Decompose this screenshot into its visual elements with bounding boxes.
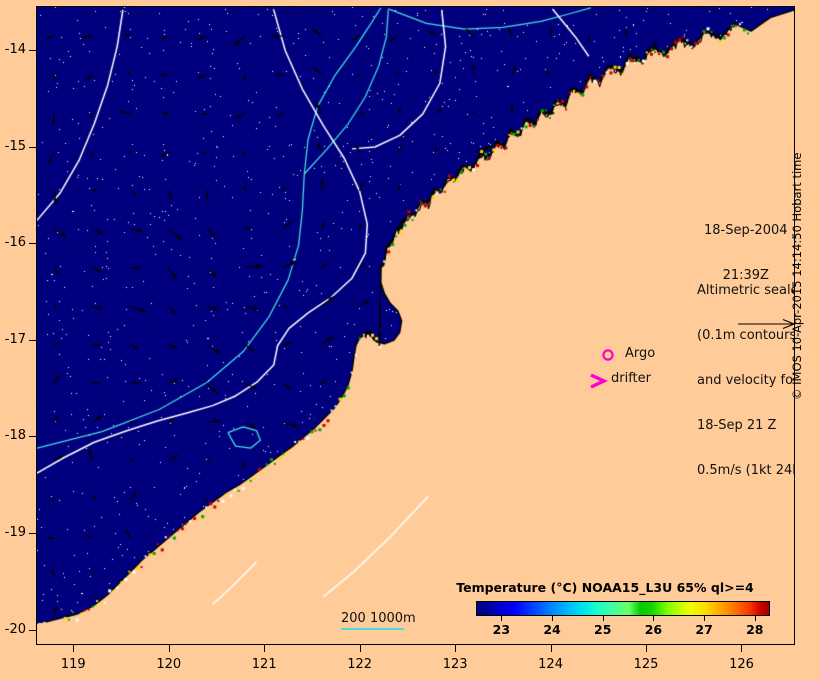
altimetry-line-3: 18-Sep 21 Z [697,418,777,433]
y-tick-label: -17 [4,331,26,347]
y-tick-mark [29,146,36,148]
x-tick-label: 122 [347,657,373,672]
colorbar-tick-label: 25 [594,622,612,637]
colorbar-tick [754,616,756,621]
argo-circle-icon [602,349,614,361]
copyright-notice: © IMOS 10-Apr-2015 14:14:50 Hobart time [790,152,804,400]
acquisition-timestamp: 18-Sep-2004 21:39Z [704,193,788,313]
sst-raster-canvas [37,7,794,644]
colorbar-tick-label: 24 [543,622,561,637]
colorbar-gradient [476,601,770,616]
altimetry-note: Altimetric sealevel (0.1m contours) and … [697,253,795,508]
x-tick-label: 123 [442,657,468,672]
colorbar-tick-label: 26 [644,622,663,637]
y-tick-label: -15 [4,138,26,154]
altimetry-line-1: (0.1m contours) [697,328,795,343]
x-tick-label: 121 [251,657,277,672]
colorbar-tick [501,616,503,621]
altimetry-line-2: and velocity for [697,373,795,388]
colorbar-tick-label: 28 [746,622,764,637]
y-tick-mark [29,243,36,245]
y-tick-label: -18 [4,428,26,444]
colorbar-tick [552,616,554,621]
x-tick-label: 124 [538,657,563,672]
y-tick-label: -16 [4,235,26,251]
altimetry-line-4: 0.5m/s (1kt 24h) [697,463,795,478]
velocity-scale-arrow-icon [738,318,794,330]
x-tick-label: 126 [729,657,754,672]
x-tick-label: 120 [156,657,182,672]
y-tick-mark [29,436,36,438]
colorbar-title: Temperature (°C) NOAA15_L3U 65% ql>=4 [456,580,754,595]
x-tick-mark [550,645,552,652]
y-tick-mark [29,339,36,341]
colorbar-tick-label: 27 [695,622,713,637]
colorbar-tick-label: 23 [492,622,511,637]
y-tick-label: -20 [4,621,26,637]
x-tick-mark [359,645,361,652]
legend-bathymetry: 200 1000m [341,611,416,630]
timestamp-time: 21:39Z [722,268,769,283]
x-tick-label: 125 [633,657,659,672]
x-tick-mark [168,645,170,652]
x-tick-mark [646,645,648,652]
colorbar-tick [653,616,655,621]
x-tick-mark [264,645,266,652]
legend-argo-label: Argo [625,346,656,361]
x-tick-mark [73,645,75,652]
bathymetry-label: 200 1000m [341,611,416,626]
y-tick-mark [29,533,36,534]
y-tick-label: -19 [4,525,26,540]
colorbar-tick [602,616,604,621]
altimetry-line-0: Altimetric sealevel [697,283,794,298]
legend-drifter-label: drifter [611,371,651,386]
colorbar: Temperature (°C) NOAA15_L3U 65% ql>=4 23… [440,580,785,642]
y-tick-mark [29,629,36,631]
y-tick-mark [29,50,36,52]
x-tick-mark [741,645,743,652]
x-tick-mark [455,645,457,652]
bathymetry-line-swatch [341,628,404,630]
colorbar-tick [704,616,706,621]
y-tick-label: -14 [4,42,26,58]
map-plot-area[interactable]: 18-Sep-2004 21:39Z Altimetric sealevel (… [36,6,795,645]
drifter-chevron-icon [590,373,609,389]
timestamp-date: 18-Sep-2004 [704,223,788,238]
x-tick-label: 119 [60,657,86,672]
